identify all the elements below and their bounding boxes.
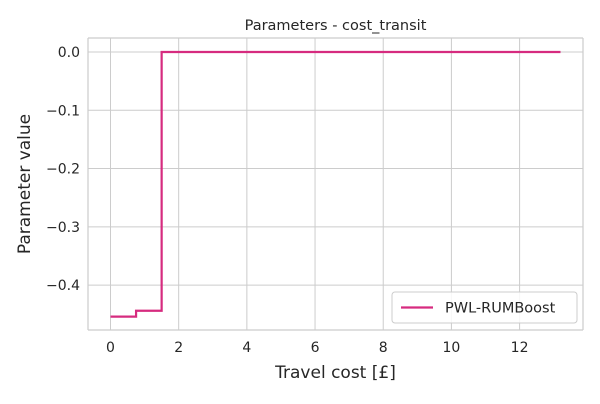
x-tick-label: 8	[379, 340, 388, 356]
x-tick-label: 10	[442, 340, 460, 356]
y-tick-label: −0.3	[46, 220, 80, 236]
y-axis-label: Parameter value	[15, 114, 35, 254]
x-tick-label: 4	[242, 340, 251, 356]
series-layer	[110, 50, 561, 318]
legend-box	[391, 291, 578, 324]
y-tick-label: −0.4	[46, 278, 80, 294]
series-line-pwl-rumboost	[110, 50, 561, 318]
plot-area	[88, 38, 583, 330]
legend: PWL-RUMBoost	[391, 291, 578, 324]
legend-label-pwl-rumboost: PWL-RUMBoost	[445, 301, 556, 317]
tick-labels: 0 2 4 6 8 10 12 0.0 −0.1 −0.2 −0.3 −0.4	[46, 45, 529, 356]
x-tick-label: 6	[311, 340, 320, 356]
x-tick-label: 0	[106, 340, 115, 356]
chart-title: Parameters - cost_transit	[245, 18, 427, 34]
y-tick-label: −0.2	[46, 162, 80, 178]
x-tick-label: 2	[174, 340, 183, 356]
y-tick-label: 0.0	[58, 45, 80, 61]
x-tick-label: 12	[511, 340, 529, 356]
axes-spines	[87, 37, 584, 331]
y-tick-label: −0.1	[46, 103, 80, 119]
x-axis-label: Travel cost [£]	[274, 363, 396, 383]
